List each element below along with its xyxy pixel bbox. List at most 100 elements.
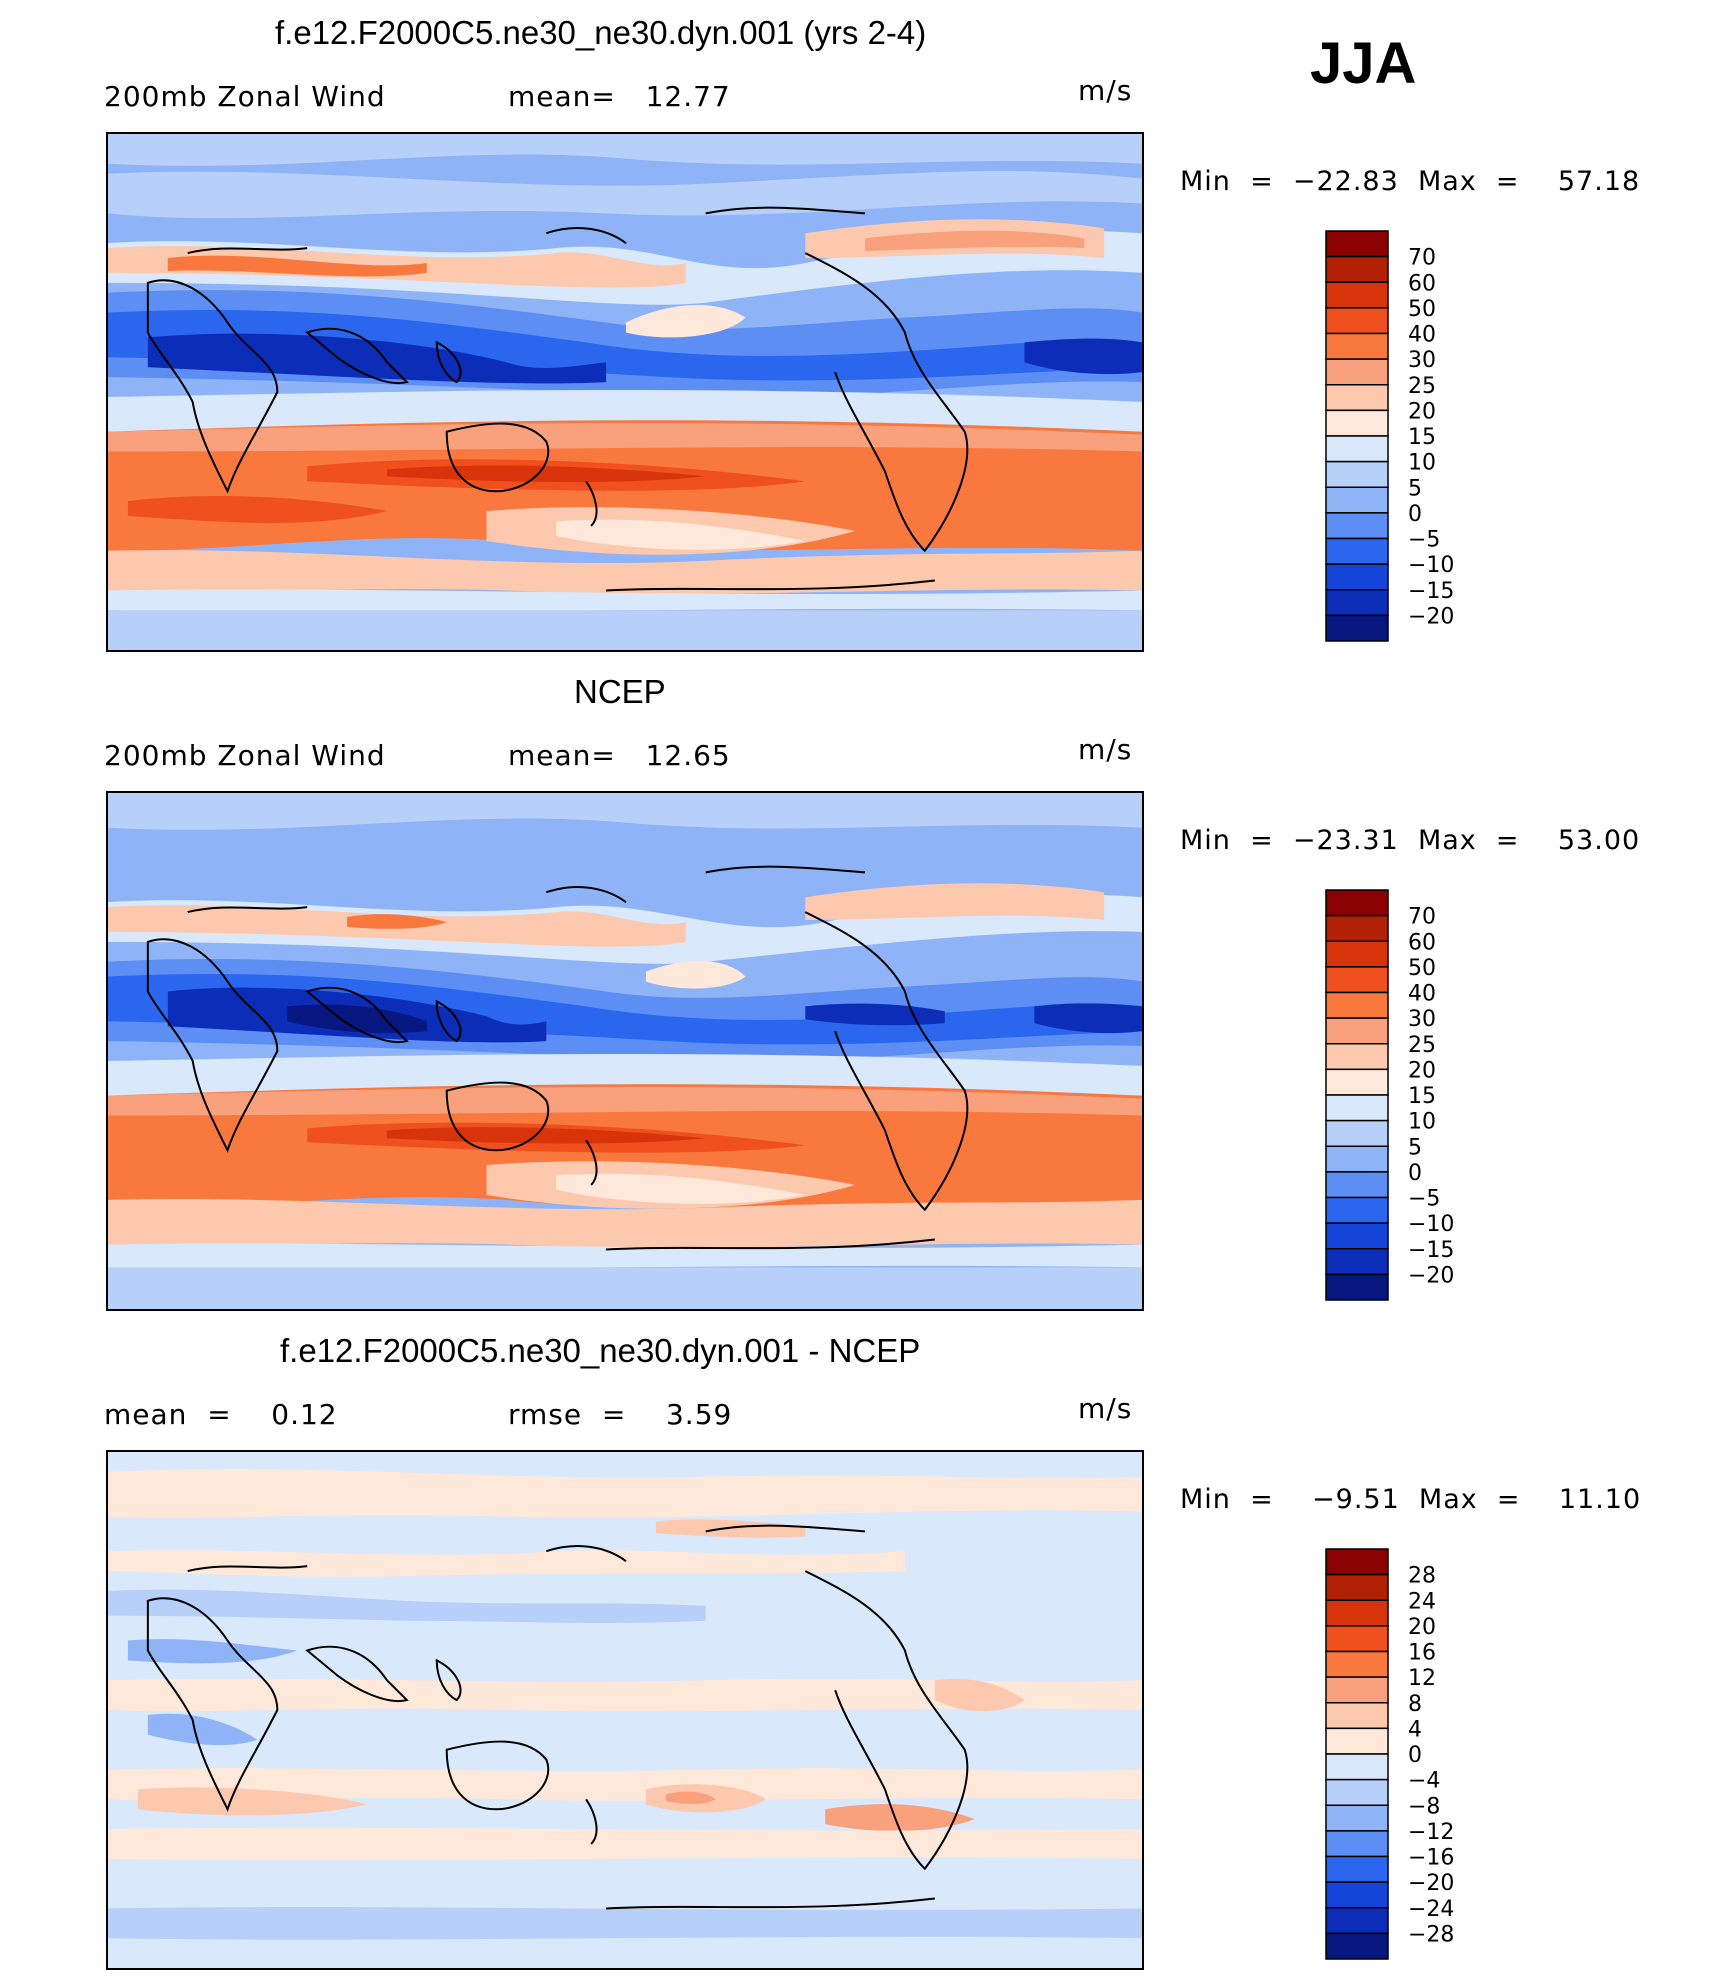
colorbar-swatch [1325,1171,1389,1199]
colorbar-label: 25 [1408,374,1436,399]
colorbar-label: 15 [1408,1084,1436,1109]
colorbar-label: 0 [1408,1161,1422,1186]
panel-1-title: f.e12.F2000C5.ne30_ne30.dyn.001 (yrs 2-4… [275,14,927,51]
panel-3-colorbar: 28 24 20 16 12 8 4 0 −4 −8 −12 −16 −20 −24 −28 [1325,1548,1454,1960]
colorbar-swatch [1325,537,1389,565]
colorbar-swatch [1325,1907,1389,1935]
colorbar-swatch [1325,1043,1389,1071]
panel-1-min-max: Min = −22.83 Max = 57.18 [1180,166,1641,197]
colorbar-label: 0 [1408,1743,1422,1768]
colorbar-label: −12 [1408,1820,1454,1845]
colorbar-label: 10 [1408,1110,1436,1135]
colorbar-swatch [1325,1248,1389,1276]
colorbar-swatch [1325,991,1389,1019]
colorbar-swatch [1325,1196,1389,1224]
colorbar-label: 30 [1408,348,1436,373]
colorbar-label: 28 [1408,1564,1436,1589]
colorbar-label: −4 [1408,1769,1440,1794]
colorbar-label: 0 [1408,502,1422,527]
colorbar-label: 60 [1408,271,1436,296]
panel-3-min-max: Min = −9.51 Max = 11.10 [1180,1484,1642,1515]
colorbar-label: 25 [1408,1033,1436,1058]
colorbar-swatch [1325,1625,1389,1653]
colorbar-label: 15 [1408,425,1436,450]
panel-2-min-max: Min = −23.31 Max = 53.00 [1180,825,1641,856]
colorbar-swatch [1325,332,1389,360]
colorbar-label: 5 [1408,476,1422,501]
colorbar-label: 8 [1408,1692,1422,1717]
colorbar-label: −15 [1408,1238,1454,1263]
colorbar-label: 12 [1408,1666,1436,1691]
colorbar-swatch [1325,589,1389,617]
colorbar-label: −20 [1408,1263,1454,1288]
colorbar-label: −20 [1408,1871,1454,1896]
colorbar-swatch [1325,1727,1389,1755]
colorbar-swatch [1325,1599,1389,1627]
colorbar-label: −16 [1408,1846,1454,1871]
panel-3-map [106,1450,1144,1970]
colorbar-label: −10 [1408,553,1454,578]
colorbar-swatch [1325,1273,1389,1301]
colorbar-swatch [1325,1068,1389,1096]
colorbar-label: 50 [1408,956,1436,981]
colorbar-swatch [1325,563,1389,591]
colorbar-label: −20 [1408,604,1454,629]
colorbar-swatch [1325,614,1389,642]
colorbar-label: 20 [1408,1615,1436,1640]
colorbar-swatch [1325,1094,1389,1122]
panel-3-left-label: mean = 0.12 [104,1398,338,1431]
panel-3-title: f.e12.F2000C5.ne30_ne30.dyn.001 - NCEP [280,1332,921,1369]
panel-2-title: NCEP [574,673,666,710]
colorbar-swatch [1325,1804,1389,1832]
colorbar-swatch [1325,1881,1389,1909]
panel-3-rmse-label: rmse = 3.59 [508,1398,733,1431]
colorbar-label: −5 [1408,528,1440,553]
panel-2-left-label: 200mb Zonal Wind [104,739,386,772]
colorbar-label: 20 [1408,399,1436,424]
colorbar-swatch [1325,435,1389,463]
colorbar-label: 40 [1408,323,1436,348]
panel-1-left-label: 200mb Zonal Wind [104,80,386,113]
colorbar-label: 24 [1408,1589,1436,1614]
colorbar-label: 5 [1408,1135,1422,1160]
panel-2-units: m/s [1078,733,1133,766]
colorbar-label: 4 [1408,1717,1422,1742]
colorbar-swatch [1325,1932,1389,1960]
colorbar-swatch [1325,460,1389,488]
panel-2-colorbar: 70 60 50 40 30 25 20 15 10 5 0 −5 −10 −15 −20 [1325,889,1454,1301]
colorbar-swatch [1325,1830,1389,1858]
colorbar-swatch [1325,966,1389,994]
colorbar-label: 30 [1408,1007,1436,1032]
colorbar-swatch [1325,255,1389,283]
colorbar-swatch [1325,281,1389,309]
panel-1-map [106,132,1144,652]
colorbar-swatch [1325,1222,1389,1250]
colorbar-label: 70 [1408,246,1436,271]
season-label: JJA [1310,31,1417,96]
colorbar-label: −24 [1408,1897,1454,1922]
colorbar-swatch [1325,1573,1389,1601]
colorbar-swatch [1325,1650,1389,1678]
colorbar-label: 20 [1408,1058,1436,1083]
colorbar-swatch [1325,1753,1389,1781]
panel-1-units: m/s [1078,74,1133,107]
colorbar-swatch [1325,384,1389,412]
panel-2-map [106,791,1144,1311]
panel-1-colorbar: 70 60 50 40 30 25 20 15 10 5 0 −5 −10 −15 −20 [1325,230,1454,642]
colorbar-swatch [1325,1145,1389,1173]
colorbar-swatch [1325,914,1389,942]
panel-3-units: m/s [1078,1392,1133,1425]
colorbar-label: 70 [1408,905,1436,930]
colorbar-label: 50 [1408,297,1436,322]
colorbar-label: 40 [1408,982,1436,1007]
colorbar-label: 60 [1408,930,1436,955]
colorbar-swatch [1325,1702,1389,1730]
colorbar-swatch [1325,940,1389,968]
colorbar-label: −15 [1408,579,1454,604]
colorbar-swatch [1325,1548,1389,1576]
colorbar-swatch [1325,358,1389,386]
colorbar-swatch [1325,1676,1389,1704]
